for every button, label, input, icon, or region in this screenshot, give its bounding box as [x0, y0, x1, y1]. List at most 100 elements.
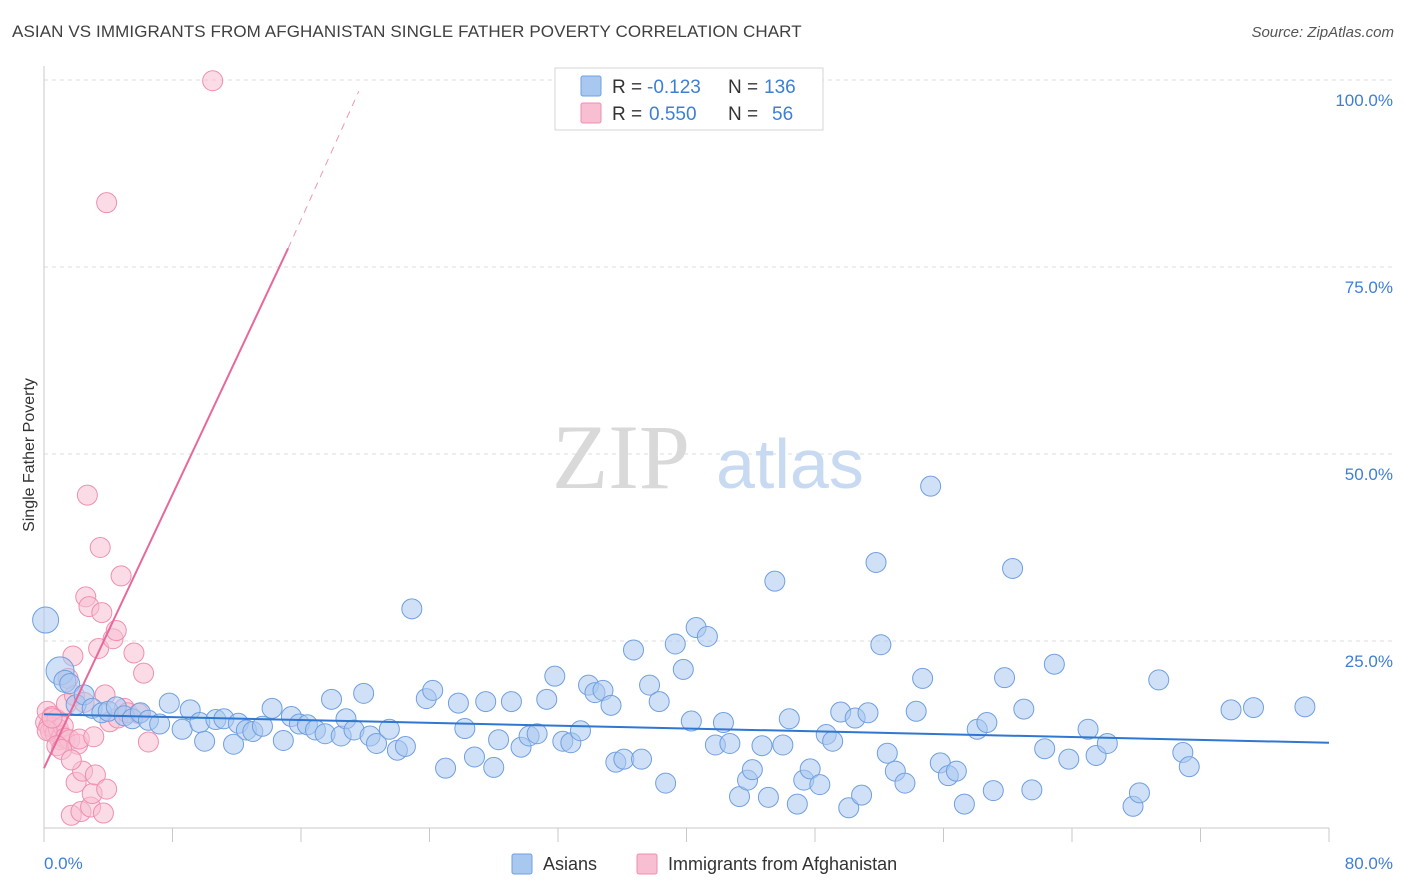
- asian-point: [272, 729, 294, 751]
- asian-point: [454, 718, 476, 740]
- asian-point: [569, 720, 591, 742]
- afghanistan-trend-line: [43, 247, 290, 769]
- bottom-legend-label-asians: Asians: [543, 854, 597, 874]
- y-tick-label: 100.0%: [1335, 91, 1393, 110]
- asian-point: [982, 780, 1004, 802]
- bottom-legend-swatch-afghanistan: [636, 853, 658, 875]
- asian-point: [857, 702, 879, 724]
- asian-point: [778, 708, 800, 730]
- asian-point: [741, 759, 763, 781]
- x-tick-label-max: 80.0%: [1345, 854, 1393, 873]
- y-tick-label: 25.0%: [1345, 652, 1393, 671]
- legend-r-label-asians: R =: [612, 77, 642, 98]
- asian-point: [447, 692, 469, 714]
- y-axis-title: Single Father Poverty: [21, 378, 38, 532]
- asian-point: [876, 742, 898, 764]
- asian-point: [1294, 696, 1316, 718]
- afghanistan-point: [91, 602, 113, 624]
- asian-point: [321, 688, 343, 710]
- afghanistan-point: [60, 749, 82, 771]
- afghanistan-point: [76, 484, 98, 506]
- afghanistan-point: [89, 537, 111, 558]
- afghanistan-point: [133, 662, 155, 684]
- asian-point: [526, 723, 548, 745]
- afghanistan-point: [123, 642, 145, 664]
- asian-point: [865, 551, 887, 573]
- asian-point: [680, 710, 702, 732]
- asian-point: [536, 688, 558, 710]
- asian-point: [905, 700, 927, 722]
- asian-point: [920, 475, 942, 497]
- asian-point: [851, 784, 873, 806]
- asian-point: [422, 679, 444, 701]
- asian-point: [696, 626, 718, 648]
- legend-n-label-asians: N =: [728, 77, 758, 98]
- chart-title: ASIAN VS IMMIGRANTS FROM AFGHANISTAN SIN…: [12, 22, 802, 41]
- asian-point: [719, 732, 741, 754]
- asian-point: [223, 733, 245, 755]
- legend-r-value-asians: -0.123: [647, 77, 701, 98]
- asian-point: [613, 748, 635, 770]
- asian-point: [945, 760, 967, 782]
- asian-point: [251, 715, 273, 737]
- asian-point: [1043, 653, 1065, 675]
- asian-point: [1021, 779, 1043, 801]
- asian-point: [1013, 698, 1035, 720]
- asian-point: [365, 732, 387, 754]
- grid-layer: 25.0% 50.0% 75.0% 100.0%: [44, 79, 1395, 671]
- asian-point: [870, 634, 892, 656]
- asian-point: [59, 673, 81, 695]
- axis-layer: [43, 66, 1330, 842]
- legend-r-value-afghanistan: 0.550: [649, 104, 697, 125]
- afghanistan-trend-extension: [287, 91, 360, 249]
- asian-point: [1128, 782, 1150, 804]
- asian-point: [435, 757, 457, 779]
- trend-layer: [43, 91, 1330, 769]
- asian-point: [544, 665, 566, 687]
- afghanistan-point: [83, 726, 105, 748]
- asian-point: [394, 735, 416, 757]
- y-tick-label: 50.0%: [1345, 465, 1393, 484]
- asian-point: [648, 691, 670, 713]
- asian-point: [401, 598, 423, 620]
- correlation-legend: R = -0.123 N = 136 R = 0.550 N = 56: [554, 67, 824, 131]
- asian-point: [1058, 748, 1080, 770]
- asian-point: [353, 682, 375, 704]
- asian-point: [838, 797, 860, 819]
- asian-point: [712, 712, 734, 734]
- asian-point: [1148, 669, 1170, 691]
- asian-point: [672, 658, 694, 680]
- chart-source: Source: ZipAtlas.com: [1251, 24, 1394, 41]
- afghanistan-point: [96, 192, 118, 214]
- afghanistan-point: [137, 731, 159, 753]
- bottom-legend-label-afghanistan: Immigrants from Afghanistan: [668, 854, 897, 874]
- asian-point: [799, 758, 821, 780]
- watermark-atlas: atlas: [716, 425, 864, 503]
- asian-point: [639, 674, 661, 696]
- legend-r-label-afghanistan: R =: [612, 104, 642, 125]
- asian-point: [463, 746, 485, 768]
- asian-point: [500, 691, 522, 713]
- watermark-zip: ZIP: [552, 406, 690, 508]
- afghanistan-point: [110, 565, 132, 587]
- y-tick-label: 75.0%: [1345, 278, 1393, 297]
- asian-point: [158, 692, 180, 714]
- asian-point: [261, 697, 283, 719]
- asian-point: [622, 639, 644, 661]
- legend-swatch-asians: [580, 75, 602, 97]
- asian-point: [786, 793, 808, 815]
- asian-point: [757, 786, 779, 808]
- asian-point: [600, 694, 622, 716]
- x-tick-label-min: 0.0%: [44, 854, 83, 873]
- asian-point: [809, 774, 831, 796]
- afghanistan-point: [96, 778, 118, 800]
- asian-point: [764, 570, 786, 592]
- asian-point: [822, 730, 844, 752]
- asian-point: [1002, 557, 1024, 579]
- bottom-legend: Asians Immigrants from Afghanistan: [511, 853, 897, 875]
- asian-point: [378, 718, 400, 740]
- legend-n-value-afghanistan: 56: [772, 104, 793, 125]
- afghanistan-point: [202, 70, 224, 92]
- asian-point: [194, 730, 216, 752]
